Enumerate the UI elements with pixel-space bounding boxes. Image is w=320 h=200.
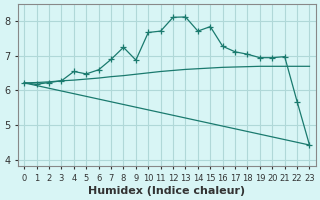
X-axis label: Humidex (Indice chaleur): Humidex (Indice chaleur): [88, 186, 245, 196]
